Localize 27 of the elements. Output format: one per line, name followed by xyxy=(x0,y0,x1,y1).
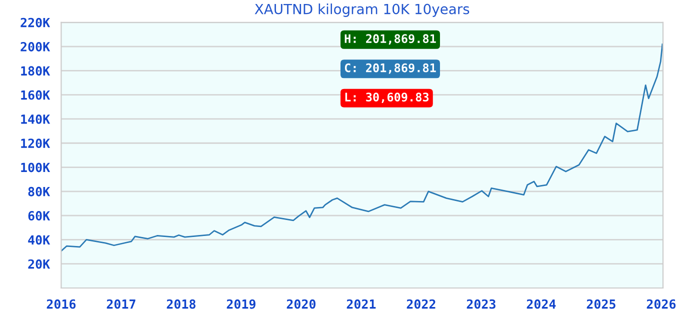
x-tick-label: 2017 xyxy=(106,299,136,309)
y-tick-label: 140K xyxy=(21,114,50,124)
y-tick-label: 20K xyxy=(28,259,50,269)
annotation: L: 30,609.83 xyxy=(345,92,429,104)
x-tick-label: 2024 xyxy=(526,299,556,309)
y-tick-label: 40K xyxy=(28,235,50,245)
x-tick-label: 2026 xyxy=(646,299,676,309)
line-series xyxy=(61,44,663,252)
annotation: H: 201,869.81 xyxy=(344,34,436,45)
y-tick-label: 160K xyxy=(21,90,50,100)
annotation: C: 201,869.81 xyxy=(344,63,436,74)
x-tick-label: 2021 xyxy=(346,299,376,309)
chart-title: XAUTND kilogram 10K 10years xyxy=(254,4,470,17)
y-tick-label: 120K xyxy=(21,138,50,148)
x-tick-label: 2016 xyxy=(46,299,76,309)
x-tick-label: 2022 xyxy=(406,299,436,309)
x-tick-label: 2019 xyxy=(226,299,256,309)
y-tick-label: 200K xyxy=(20,42,50,52)
x-tick-label: 2018 xyxy=(166,299,196,309)
y-tick-label: 180K xyxy=(21,66,50,76)
y-tick-label: 100K xyxy=(21,162,50,172)
x-tick-label: 2023 xyxy=(466,299,496,309)
y-tick-label: 80K xyxy=(28,186,50,196)
y-tick-label: 220K xyxy=(20,18,50,28)
x-tick-label: 2020 xyxy=(286,299,316,309)
x-tick-label: 2025 xyxy=(586,299,616,309)
y-tick-label: 60K xyxy=(28,211,50,220)
